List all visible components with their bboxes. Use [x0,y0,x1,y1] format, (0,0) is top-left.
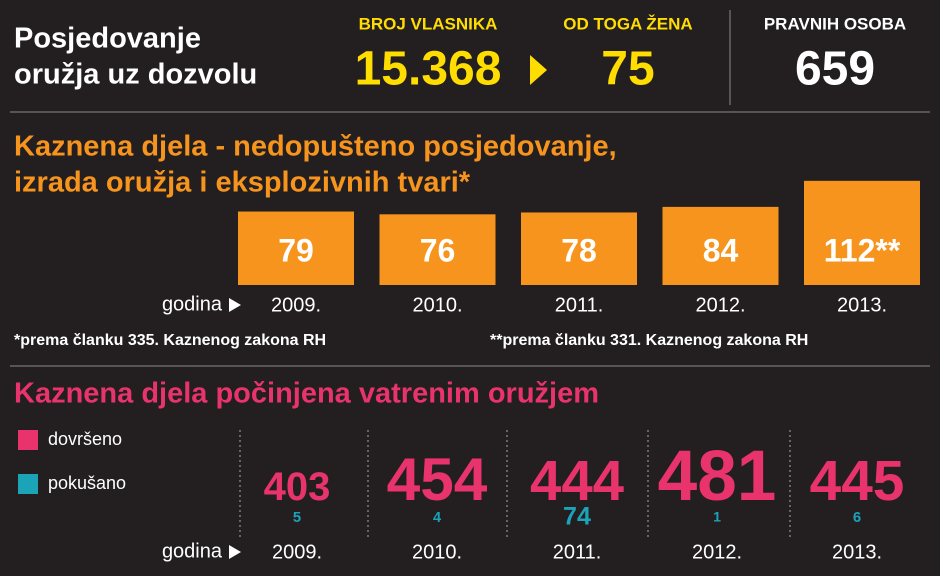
header-title: Posjedovanje [14,23,201,55]
value-label: 5 [293,510,301,526]
x-tick-label: 2009. [271,294,321,316]
value-label: 78 [561,232,597,268]
arrow [229,298,241,312]
x-tick-label: 2009. [272,541,322,563]
x-tick-label: 2012. [692,541,742,563]
legend-swatch [18,474,38,494]
header-title: oružja uz dozvolu [14,59,257,91]
chart-title: Kaznena djela počinjena vatrenim oružjem [14,378,599,410]
note: *prema članku 335. Kaznenog zakona RH [14,332,326,349]
stat-label: BROJ VLASNIKA [359,14,498,33]
legend-swatch [18,430,38,450]
value-label: 79 [278,232,314,268]
x-axis-label: godina [162,540,223,562]
value-label: 4 [433,510,442,526]
value-label: 112** [824,232,901,268]
value-label: 444 [530,449,625,512]
value-label: 6 [853,510,861,526]
value-label: 1 [713,509,721,525]
value-label: 74 [563,503,591,531]
bar [662,206,779,285]
x-tick-label: 2011. [555,294,604,316]
x-tick-label: 2013. [837,294,887,316]
stat-label: PRAVNIH OSOBA [764,14,906,33]
arrow [530,55,547,85]
stat-value: 15.368 [355,43,502,96]
legend-label: dovršeno [48,429,122,449]
x-tick-label: 2011. [553,541,602,563]
value-label: 454 [387,445,488,513]
bar [804,180,920,285]
x-tick-label: 2012. [695,294,745,316]
bar [238,211,354,285]
note: **prema članku 331. Kaznenog zakona RH [490,332,808,349]
value-label: 481 [658,437,777,516]
legend-label: pokušano [48,473,126,493]
bar [379,214,496,285]
chart-title: izrada oružja i eksplozivnih tvari* [14,167,471,199]
stat-label: OD TOGA ŽENA [563,14,692,33]
x-tick-label: 2010. [412,294,462,316]
value-label: 76 [420,232,456,268]
value-label: 403 [264,465,331,509]
value-label: 445 [810,450,905,513]
chart-title: Kaznena djela - nedopušteno posjedovanje… [14,131,617,163]
x-tick-label: 2013. [832,541,882,563]
stat-value: 659 [795,43,875,96]
value-label: 84 [703,232,739,268]
arrow [229,545,241,559]
x-axis-label: godina [162,293,223,315]
bar [521,212,637,285]
stat-value: 75 [601,43,654,96]
x-tick-label: 2010. [412,541,462,563]
